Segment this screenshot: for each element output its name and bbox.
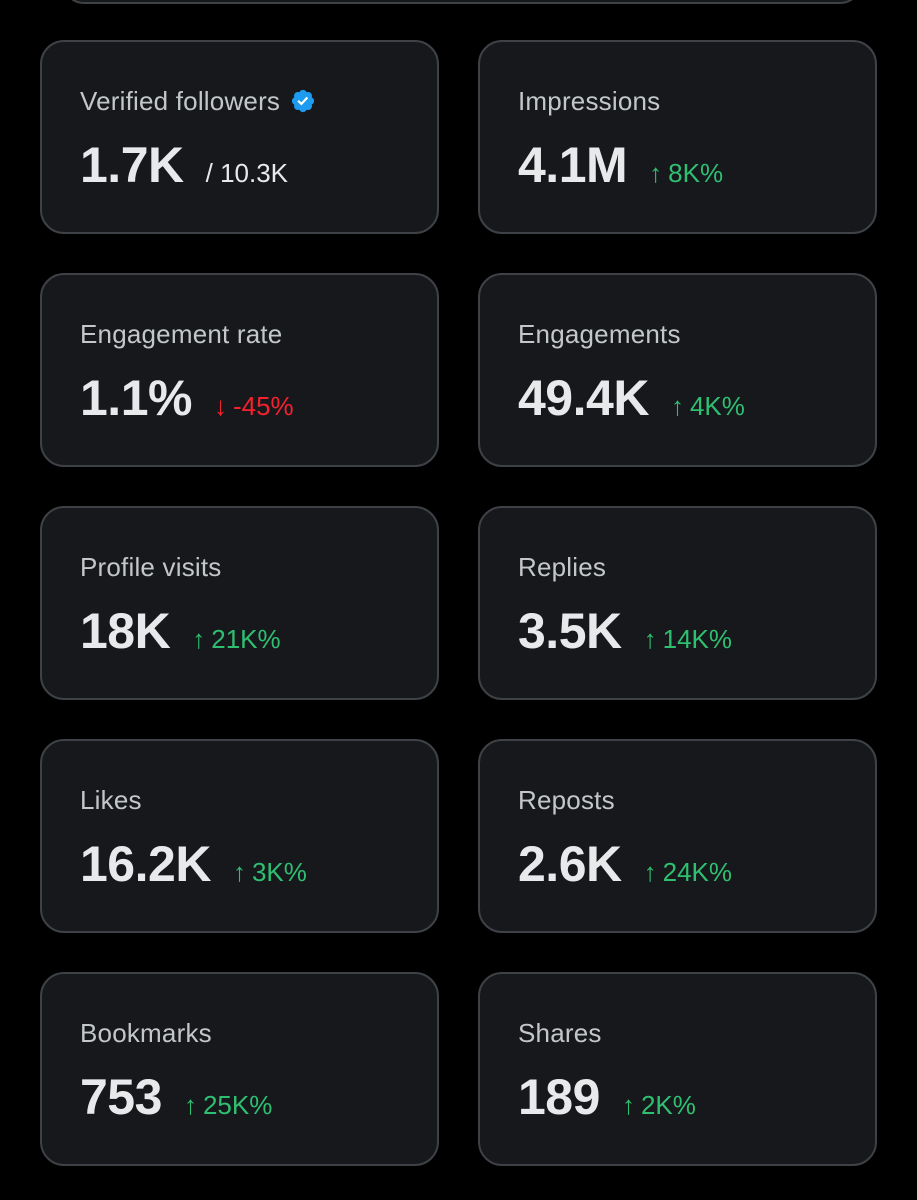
metric-label: Impressions [518,85,661,116]
previous-card-edge [62,0,862,4]
metric-value: 49.4K [518,370,649,426]
metric-card-engagements[interactable]: Engagements 49.4K ↑ 4K% [478,273,877,467]
metric-card-verified-followers[interactable]: Verified followers 1.7K / 10.3K [40,40,439,234]
arrow-up-icon: ↑ [192,624,206,654]
arrow-up-icon: ↑ [670,391,684,421]
metrics-grid: Verified followers 1.7K / 10.3K Impressi… [40,40,877,1166]
metric-card-likes[interactable]: Likes 16.2K ↑ 3K% [40,739,439,933]
metric-card-engagement-rate[interactable]: Engagement rate 1.1% ↓ -45% [40,273,439,467]
metric-change-value: 14K% [662,624,733,654]
metric-value: 3.5K [518,603,622,659]
metric-label: Bookmarks [80,1017,212,1048]
arrow-up-icon: ↑ [643,624,657,654]
metric-change-value: -45% [232,391,294,421]
arrow-up-icon: ↑ [649,158,663,188]
metric-change: ↑ 24K% [644,857,732,888]
metric-label: Engagement rate [80,318,283,349]
metric-change-value: 21K% [211,624,281,654]
metric-change-value: 8K% [668,158,724,188]
metric-card-reposts[interactable]: Reposts 2.6K ↑ 24K% [478,739,877,933]
metric-value: 4.1M [518,137,628,193]
metric-change: ↑ 3K% [233,857,307,888]
metric-change-value: 25K% [202,1090,273,1120]
arrow-up-icon: ↑ [183,1090,197,1120]
metric-change: ↑ 2K% [622,1090,696,1121]
metric-change: ↑ 14K% [644,624,732,655]
verified-badge-icon [292,89,315,113]
arrow-up-icon: ↑ [232,857,246,887]
metric-change: ↑ 8K% [649,158,723,189]
metric-label: Engagements [518,318,681,349]
metric-value: 189 [518,1069,600,1125]
metric-label: Shares [518,1017,602,1048]
metric-label: Replies [518,551,607,582]
metric-change-value: 4K% [689,391,745,421]
metric-value: 753 [80,1069,162,1125]
metric-card-impressions[interactable]: Impressions 4.1M ↑ 8K% [478,40,877,234]
metric-change-value: 24K% [662,857,733,887]
arrow-down-icon: ↓ [213,391,227,421]
metric-card-replies[interactable]: Replies 3.5K ↑ 14K% [478,506,877,700]
metric-change: ↑ 4K% [671,391,745,422]
metric-label: Likes [80,784,142,815]
metric-value: 16.2K [80,836,211,892]
metric-total: / 10.3K [205,158,289,188]
metric-card-bookmarks[interactable]: Bookmarks 753 ↑ 25K% [40,972,439,1166]
metric-change: ↑ 25K% [184,1090,272,1121]
metric-card-shares[interactable]: Shares 189 ↑ 2K% [478,972,877,1166]
metric-label: Reposts [518,784,615,815]
metric-change-value: 2K% [640,1090,696,1120]
metric-change-value: 3K% [251,857,307,887]
metric-change: ↑ 21K% [192,624,280,655]
arrow-up-icon: ↑ [643,857,657,887]
metric-value: 1.1% [80,370,192,426]
metric-card-profile-visits[interactable]: Profile visits 18K ↑ 21K% [40,506,439,700]
metric-value: 18K [80,603,171,659]
metric-label: Verified followers [80,85,281,116]
metric-value: 1.7K [80,137,184,193]
metric-change: ↓ -45% [214,391,294,422]
metric-value: 2.6K [518,836,622,892]
metric-label: Profile visits [80,551,222,582]
arrow-up-icon: ↑ [621,1090,635,1120]
